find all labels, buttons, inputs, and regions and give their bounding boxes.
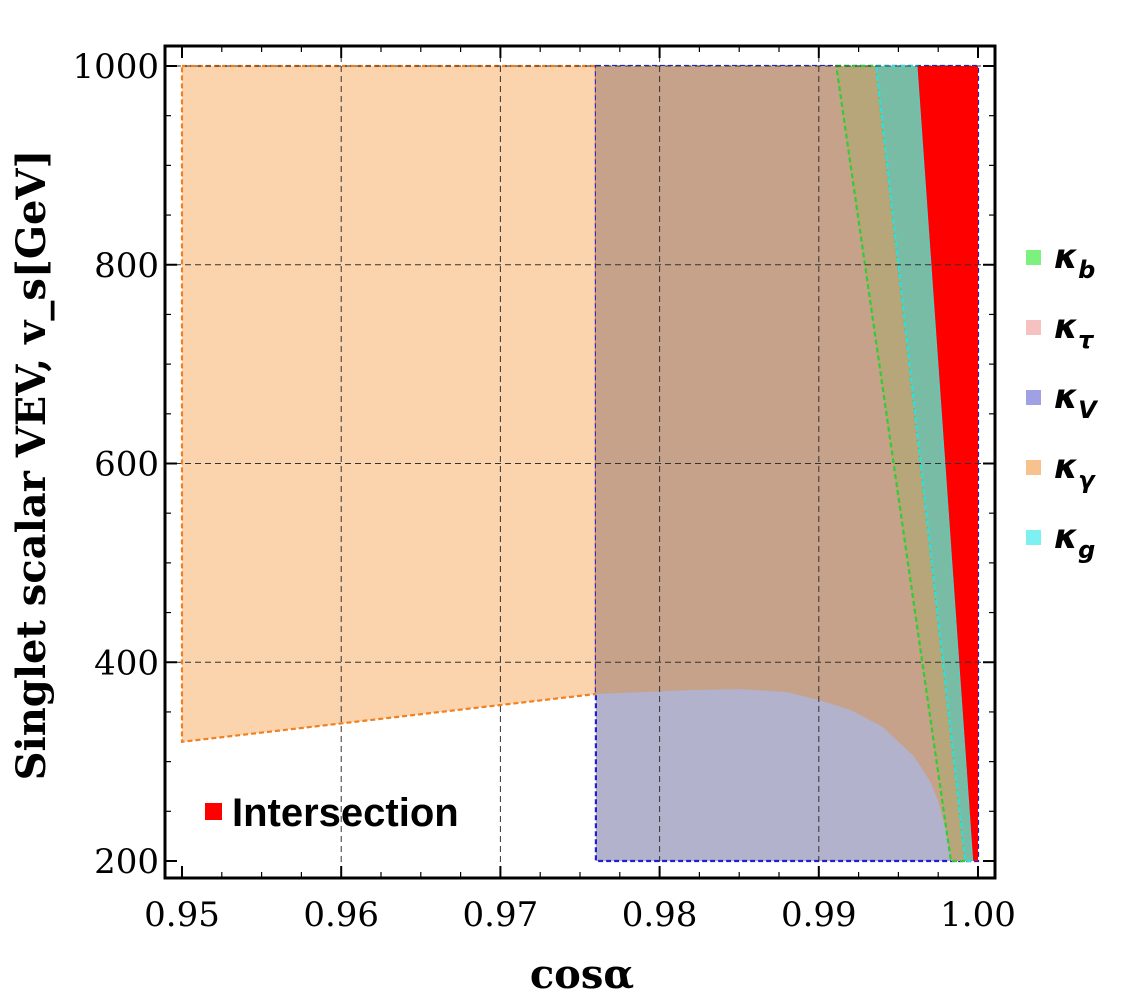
x-tick-label-0: 0.95 xyxy=(144,895,220,935)
legend-swatch-2 xyxy=(1026,390,1041,405)
y-tick-label-0: 200 xyxy=(94,842,159,882)
legend-swatch-0 xyxy=(1026,250,1041,265)
legend-swatch-3 xyxy=(1026,460,1041,475)
y-axis-title: Singlet scalar VEV, v_s[GeV] xyxy=(8,150,55,781)
region-0 xyxy=(180,64,598,744)
legend-label-4: κg xyxy=(1054,517,1095,564)
y-tick-label-4: 1000 xyxy=(72,47,159,87)
legend: κb κτ κV κγ κg xyxy=(1026,237,1099,564)
x-tick-label-2: 0.97 xyxy=(463,895,539,935)
legend-label-3: κγ xyxy=(1054,447,1096,494)
region-2 xyxy=(595,66,951,861)
x-tick-label-4: 0.99 xyxy=(781,895,857,935)
y-tick-label-2: 600 xyxy=(94,445,159,485)
legend-swatch-4 xyxy=(1026,530,1041,545)
x-tick-label-1: 0.96 xyxy=(303,895,379,935)
legend-swatch-1 xyxy=(1026,320,1041,335)
x-tick-label-5: 1.00 xyxy=(940,895,1016,935)
x-axis-title: cosα xyxy=(530,951,634,998)
y-tick-label-3: 800 xyxy=(94,246,159,286)
grid-layer xyxy=(165,46,995,878)
legend-label-2: κV xyxy=(1054,377,1099,424)
intersection-swatch xyxy=(205,803,222,820)
annotation: Intersection xyxy=(205,791,459,835)
legend-label-1: κτ xyxy=(1054,307,1095,354)
legend-label-0: κb xyxy=(1054,237,1095,284)
plot-frame xyxy=(163,44,997,880)
y-tick-label-1: 400 xyxy=(94,643,159,683)
intersection-label: Intersection xyxy=(232,791,459,835)
x-tick-label-3: 0.98 xyxy=(622,895,698,935)
